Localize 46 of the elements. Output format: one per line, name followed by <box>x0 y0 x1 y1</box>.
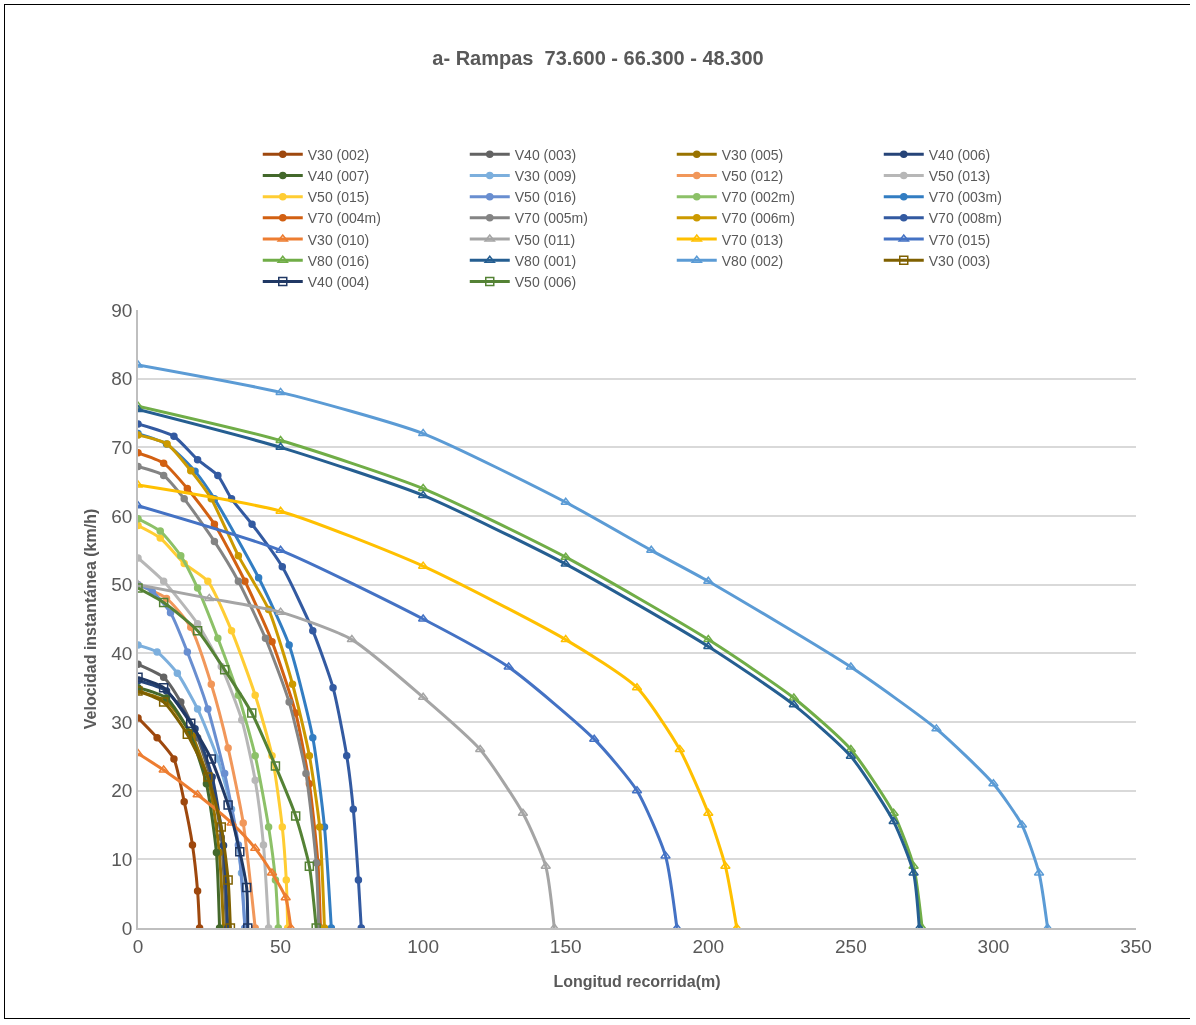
y-tick-label: 50 <box>111 574 133 596</box>
legend-label: V40 (003) <box>514 146 577 163</box>
y-tick-label: 70 <box>111 436 133 458</box>
x-tick-label: 100 <box>407 935 439 957</box>
x-tick-label: 200 <box>692 935 725 957</box>
legend-label: V80 (001) <box>514 252 577 269</box>
chart-title: a- Rampas 73.600 - 66.300 - 48.300 <box>432 46 764 69</box>
legend-label: V30 (009) <box>514 167 577 184</box>
legend-label: V50 (013) <box>928 167 991 184</box>
legend-label: V70 (008m) <box>928 210 1002 227</box>
y-tick-label: 40 <box>111 642 133 664</box>
legend-label: V70 (006m) <box>721 210 795 227</box>
legend-label: V50 (016) <box>514 189 577 206</box>
y-tick-label: 30 <box>111 711 133 733</box>
legend-label: V70 (013) <box>721 231 784 248</box>
y-tick-label: 90 <box>111 299 133 321</box>
legend-label: V30 (003) <box>928 252 991 269</box>
legend-label: V70 (003m) <box>928 189 1002 206</box>
legend-label: V70 (015) <box>928 231 991 248</box>
legend-label: V80 (002) <box>721 252 784 269</box>
legend-label: V50 (011) <box>514 231 576 248</box>
legend-label: V40 (007) <box>307 167 370 184</box>
legend-label: V70 (002m) <box>721 189 795 206</box>
legend-label: V30 (010) <box>307 231 370 248</box>
legend-label: V40 (004) <box>307 273 370 290</box>
x-tick-label: 150 <box>549 935 582 957</box>
legend-label: V40 (006) <box>928 146 991 163</box>
legend-label: V50 (012) <box>721 167 784 184</box>
x-tick-label: 350 <box>1120 935 1152 957</box>
y-tick-label: 10 <box>111 848 133 870</box>
x-tick-label: 300 <box>977 935 1010 957</box>
legend-label: V50 (006) <box>514 273 577 290</box>
y-tick-label: 80 <box>111 368 133 390</box>
y-axis-title: Velocidad instantánea (km/h) <box>81 508 99 730</box>
x-axis-title: Longitud recorrida(m) <box>553 972 721 990</box>
legend-label: V50 (015) <box>307 189 370 206</box>
y-tick-label: 0 <box>121 917 133 939</box>
x-tick-label: 50 <box>270 935 292 957</box>
legend-label: V70 (004m) <box>307 210 381 227</box>
legend-label: V80 (016) <box>307 252 370 269</box>
legend-label: V30 (002) <box>307 146 370 163</box>
y-tick-label: 60 <box>111 505 133 527</box>
legend-label: V70 (005m) <box>514 210 588 227</box>
y-tick-label: 20 <box>111 780 133 802</box>
x-tick-label: 250 <box>835 935 867 957</box>
legend-label: V30 (005) <box>721 146 784 163</box>
